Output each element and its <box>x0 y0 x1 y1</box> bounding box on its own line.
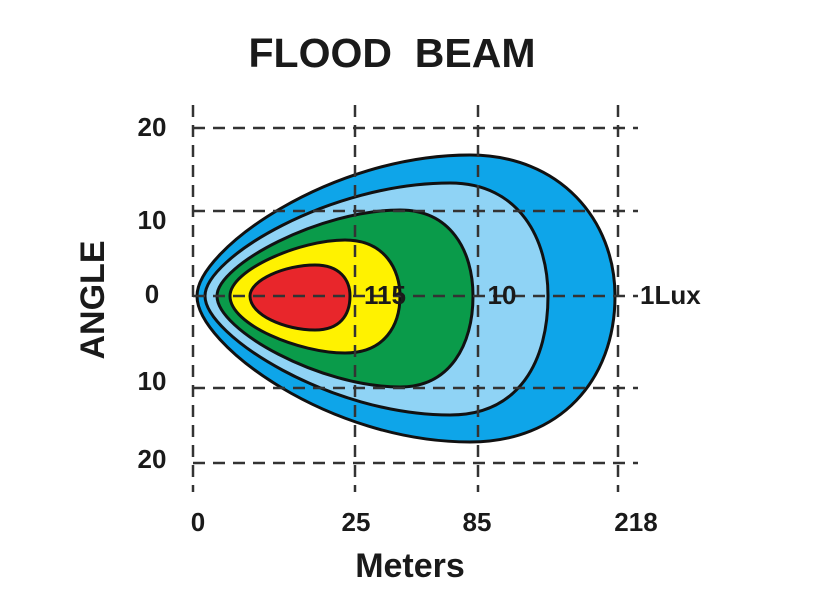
contour-label: 1Lux <box>640 280 701 310</box>
y-tick-label: 10 <box>138 205 167 235</box>
contours <box>195 153 617 444</box>
y-tick-label: 20 <box>138 112 167 142</box>
x-tick-label: 85 <box>463 507 492 537</box>
y-tick-label: 10 <box>138 366 167 396</box>
x-axis-label: Meters <box>355 547 465 585</box>
contour-red <box>248 263 352 332</box>
x-tick-label: 0 <box>191 507 205 537</box>
y-tick-label: 20 <box>138 444 167 474</box>
contour-label: 115 <box>364 280 406 310</box>
title: FLOOD BEAM <box>249 30 536 76</box>
grid <box>191 105 638 492</box>
y-tick-label: 0 <box>145 279 159 309</box>
x-tick-label: 218 <box>614 507 657 537</box>
y-axis-label: ANGLE <box>74 241 112 360</box>
contour-label: 10 <box>488 280 517 310</box>
x-tick-label: 25 <box>342 507 371 537</box>
